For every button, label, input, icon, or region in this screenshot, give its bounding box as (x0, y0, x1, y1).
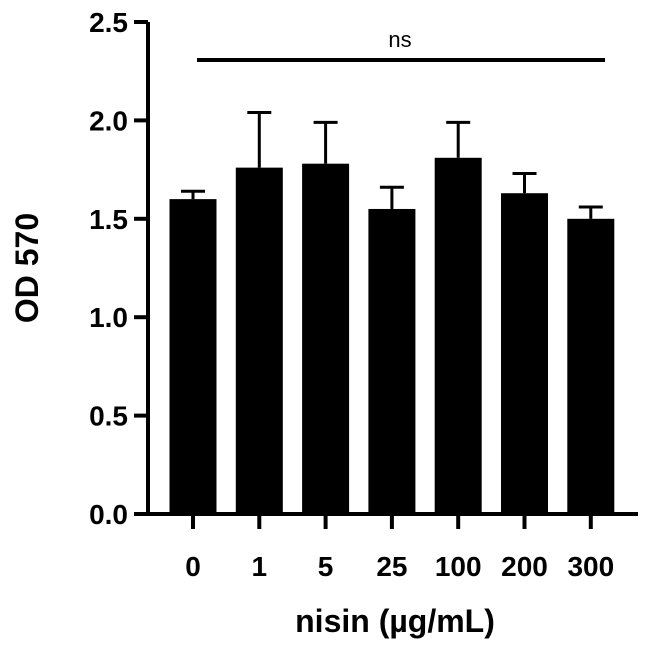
bar (567, 218, 615, 515)
bar (302, 163, 350, 515)
y-tick-label: 1.0 (89, 302, 128, 333)
bars (169, 157, 615, 515)
error-bars (181, 111, 603, 219)
x-tick-label: 25 (376, 551, 407, 582)
x-tick-label: 200 (501, 551, 548, 582)
y-tick-label: 0.5 (89, 401, 128, 432)
y-axis: 0.0 0.5 1.0 1.5 2.0 2.5 (89, 7, 150, 530)
x-tick-label: 1 (252, 551, 268, 582)
y-tick-label: 2.0 (89, 105, 128, 136)
x-axis-title: nisin (µg/mL) (295, 603, 495, 639)
x-tick-label: 300 (567, 551, 614, 582)
significance-label: ns (388, 27, 411, 52)
y-tick-label: 2.5 (89, 7, 128, 38)
bar (169, 199, 217, 514)
x-tick-label: 100 (435, 551, 482, 582)
x-tick-label: 0 (185, 551, 201, 582)
bar (235, 167, 283, 514)
bar (368, 208, 416, 514)
y-tick-label: 0.0 (89, 499, 128, 530)
bar (501, 193, 548, 514)
x-axis: 0 1 5 25 100 200 300 (146, 512, 638, 582)
y-axis-title: OD 570 (9, 213, 45, 323)
x-tick-label: 5 (318, 551, 334, 582)
y-tick-label: 1.5 (89, 204, 128, 235)
bar (434, 157, 482, 515)
significance-annotation: ns (197, 27, 605, 62)
